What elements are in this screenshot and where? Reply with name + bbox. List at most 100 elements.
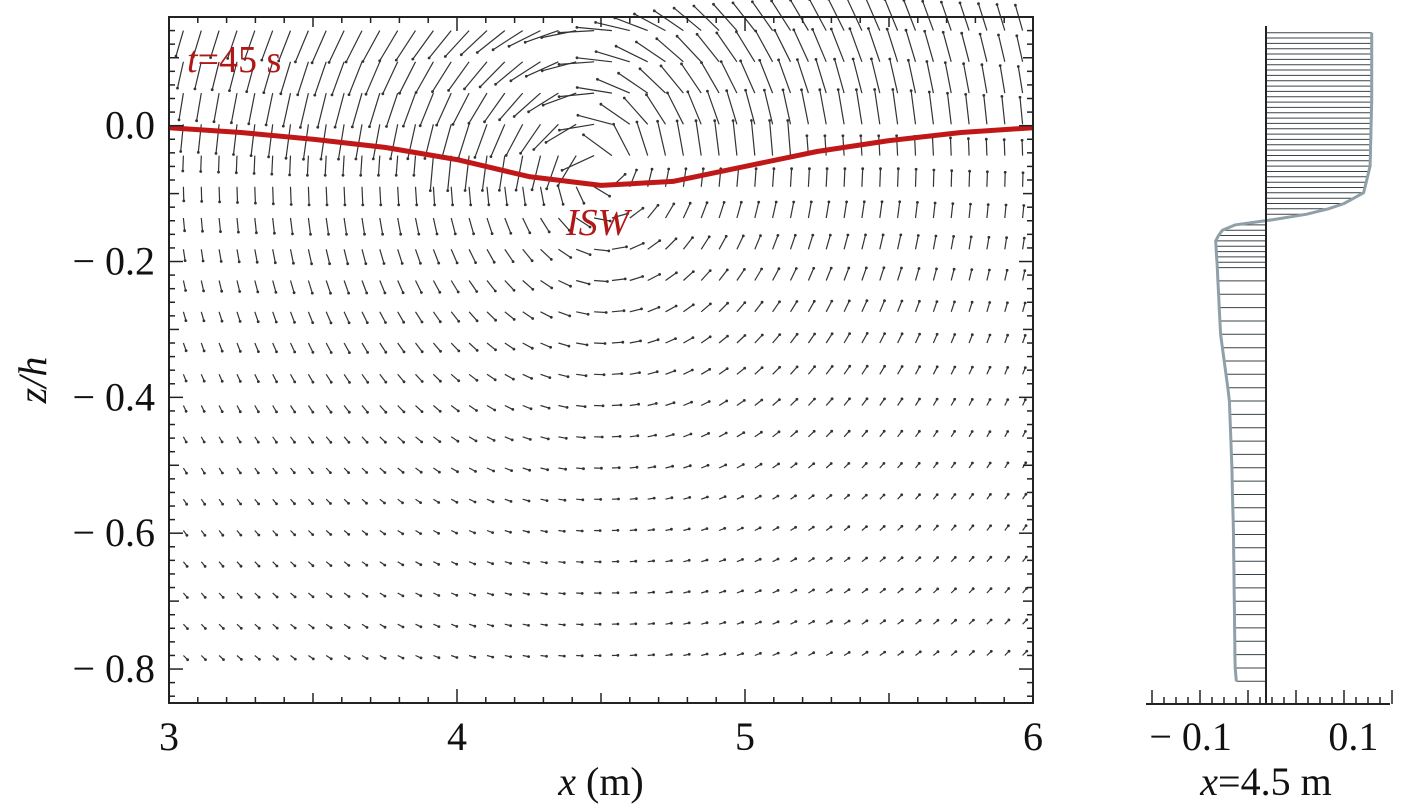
velocity-vector — [343, 342, 350, 353]
vector-head — [239, 471, 242, 475]
vector-head — [293, 410, 297, 414]
vector-head — [548, 376, 552, 379]
velocity-vector — [932, 366, 938, 375]
vector-head — [368, 125, 371, 129]
velocity-vector — [665, 338, 676, 344]
velocity-vector — [499, 92, 524, 121]
vector-head — [199, 170, 203, 173]
vector-head — [257, 502, 260, 506]
velocity-vector — [522, 217, 531, 234]
vector-head — [936, 556, 939, 559]
velocity-vector — [963, 63, 970, 94]
vector-head — [311, 564, 315, 568]
vector-head — [487, 203, 491, 207]
velocity-vector — [611, 310, 625, 313]
velocity-vector — [182, 217, 186, 231]
vector-head — [865, 650, 869, 654]
vector-head — [883, 364, 886, 368]
vector-head — [701, 167, 705, 171]
vector-head — [420, 350, 424, 354]
velocity-vector — [755, 30, 774, 63]
vector-head — [587, 282, 591, 286]
vector-head — [414, 91, 418, 94]
profile-axis-ticks — [1151, 690, 1393, 704]
velocity-vector — [736, 168, 740, 187]
vector-head — [296, 93, 300, 97]
vector-head — [725, 399, 729, 403]
velocity-vector — [504, 373, 514, 380]
velocity-vector — [997, 34, 1006, 62]
vector-head — [435, 232, 439, 236]
vector-head — [657, 305, 661, 309]
vector-head — [383, 656, 387, 660]
vector-head — [811, 494, 815, 497]
vector-head — [221, 502, 225, 506]
vector-head — [378, 59, 382, 63]
velocity-vector — [414, 249, 421, 264]
vector-head — [603, 342, 607, 345]
vector-head — [588, 225, 592, 229]
vector-head — [203, 502, 207, 506]
vector-head — [608, 219, 612, 223]
velocity-vector — [942, 32, 952, 62]
velocity-vector — [468, 186, 472, 205]
vector-head — [635, 465, 639, 469]
vector-head — [883, 556, 886, 560]
velocity-vector — [611, 246, 627, 250]
vector-head — [653, 465, 657, 469]
vector-head — [347, 93, 351, 96]
velocity-vector — [576, 26, 612, 32]
velocity-vector — [983, 95, 988, 125]
velocity-vector — [235, 155, 238, 173]
vector-head — [1015, 34, 1019, 38]
velocity-vector — [879, 365, 886, 375]
x-tick-label: 6 — [1023, 714, 1043, 759]
vector-head — [916, 201, 919, 204]
velocity-vector — [736, 335, 746, 344]
vector-head — [635, 497, 638, 500]
velocity-vector — [774, 30, 792, 63]
vector-head — [812, 557, 815, 560]
velocity-vector — [931, 137, 934, 156]
vector-head — [527, 592, 530, 596]
velocity-vector — [790, 333, 798, 344]
vector-head — [364, 262, 368, 265]
velocity-vector — [217, 155, 220, 173]
vector-head — [581, 498, 585, 502]
vector-head — [667, 167, 671, 171]
velocity-vector — [736, 269, 745, 281]
vector-head — [234, 171, 238, 175]
vector-head — [365, 471, 369, 474]
vector-head — [812, 462, 816, 465]
vector-head — [680, 62, 683, 66]
vector-head — [988, 365, 992, 369]
velocity-vector — [914, 202, 918, 219]
vector-head — [451, 123, 455, 126]
velocity-vector — [787, 120, 792, 156]
vector-head — [475, 290, 479, 293]
vector-head — [847, 588, 851, 591]
vector-head — [184, 289, 188, 292]
vector-head — [634, 653, 638, 657]
vector-head — [288, 173, 291, 177]
velocity-vector — [769, 120, 774, 156]
vector-head — [463, 189, 467, 192]
velocity-vector — [311, 30, 327, 64]
velocity-vector — [629, 308, 642, 313]
vector-head — [256, 290, 260, 294]
vector-head — [865, 556, 868, 560]
velocity-vector — [557, 217, 570, 231]
vector-head — [329, 471, 332, 474]
vector-head — [347, 595, 351, 598]
vector-head — [277, 59, 281, 63]
velocity-vector — [961, 33, 970, 62]
vector-head — [238, 440, 242, 444]
velocity-vector — [361, 311, 368, 323]
vector-head — [383, 501, 386, 505]
vector-head — [279, 92, 283, 96]
vector-head — [575, 86, 579, 89]
velocity-vector — [825, 398, 833, 406]
velocity-vector — [611, 404, 621, 407]
vector-head — [203, 596, 207, 599]
